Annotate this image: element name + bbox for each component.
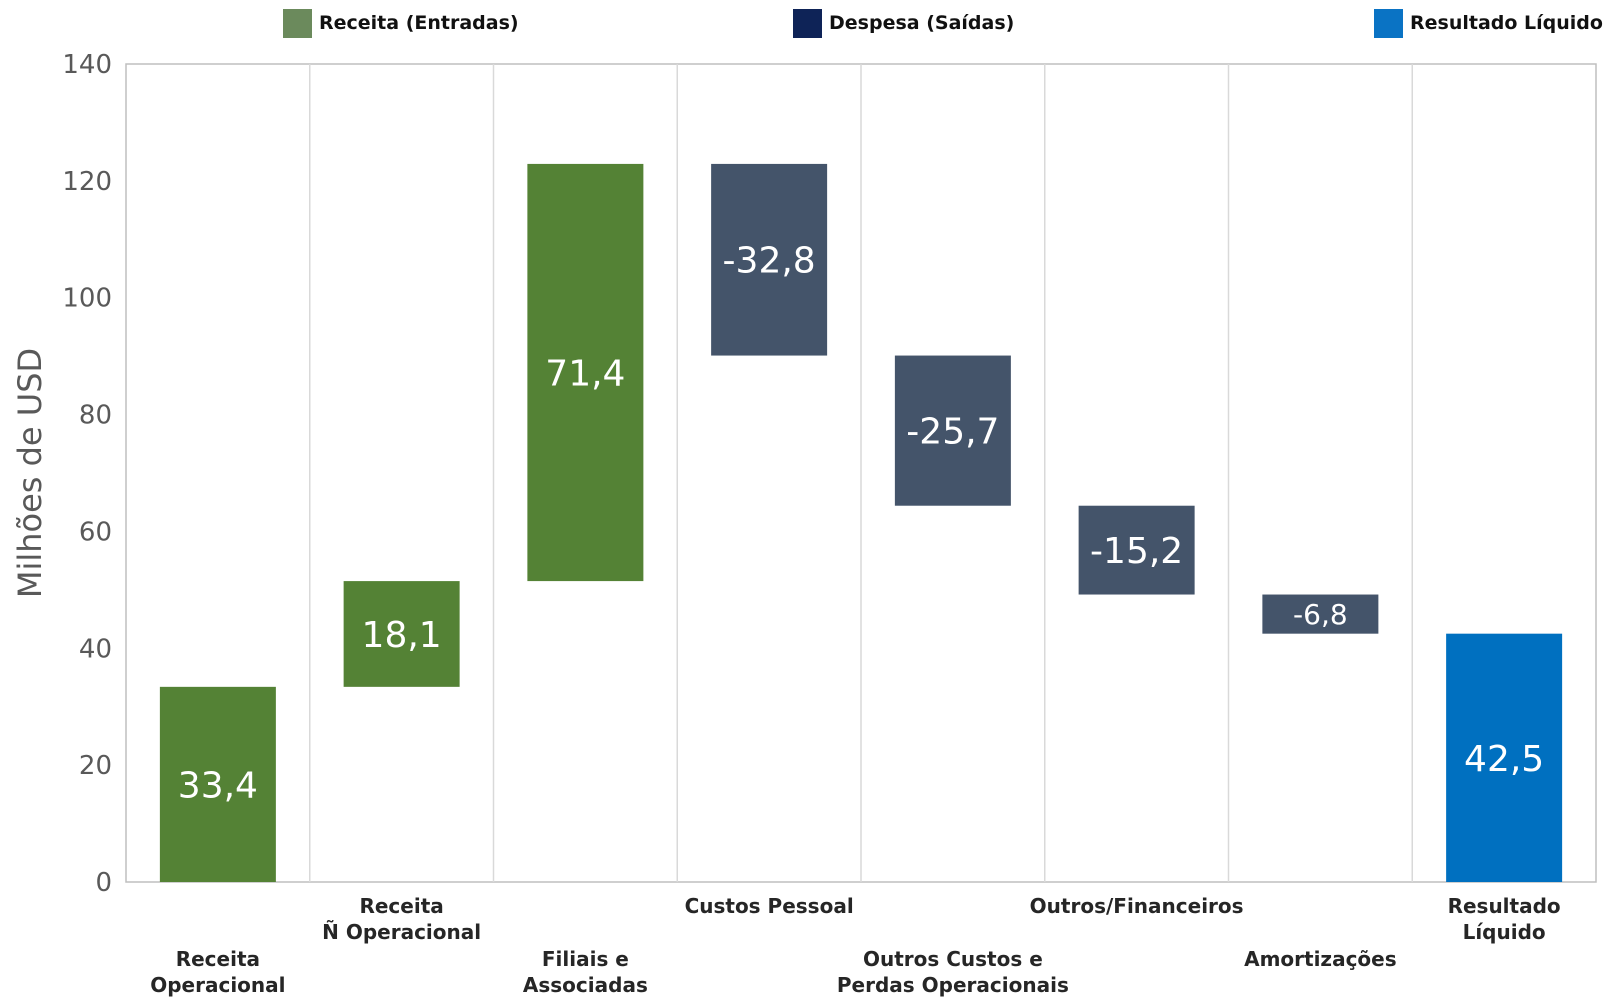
data-label: -15,2 bbox=[1090, 531, 1183, 572]
bar bbox=[343, 581, 460, 687]
x-tick-label: Amortizações bbox=[1244, 947, 1397, 971]
legend-item-despesa: Despesa (Saídas) bbox=[793, 8, 1014, 38]
y-tick-label: 100 bbox=[62, 284, 112, 314]
bar bbox=[1262, 594, 1379, 634]
legend-swatch-resultado bbox=[1374, 8, 1403, 38]
x-tick-label: Filiais e bbox=[542, 947, 629, 971]
data-label: -6,8 bbox=[1293, 598, 1348, 631]
data-label: 33,4 bbox=[178, 765, 258, 806]
data-label: -32,8 bbox=[723, 241, 816, 282]
data-label: 71,4 bbox=[545, 353, 625, 394]
data-label: 18,1 bbox=[362, 615, 442, 656]
x-tick-label: Ñ Operacional bbox=[322, 920, 481, 944]
bar bbox=[894, 355, 1011, 506]
x-tick-label: Perdas Operacionais bbox=[837, 973, 1069, 997]
legend-label-receita: Receita (Entradas) bbox=[319, 12, 519, 34]
x-tick-label: Outros/Financeiros bbox=[1030, 894, 1244, 918]
x-tick-label: Líquido bbox=[1463, 920, 1546, 944]
bar bbox=[159, 686, 276, 882]
data-label: 42,5 bbox=[1464, 739, 1544, 780]
x-tick-label: Operacional bbox=[150, 973, 285, 997]
y-tick-label: 120 bbox=[62, 167, 112, 197]
y-tick-label: 0 bbox=[95, 868, 112, 898]
x-tick-label: Associadas bbox=[523, 973, 648, 997]
bar bbox=[1446, 633, 1563, 882]
x-tick-label: Outros Custos e bbox=[863, 947, 1043, 971]
x-tick-label: Resultado bbox=[1448, 894, 1561, 918]
x-tick-label: Receita bbox=[359, 894, 443, 918]
y-tick-label: 60 bbox=[79, 517, 112, 547]
bar bbox=[527, 163, 644, 582]
legend-label-despesa: Despesa (Saídas) bbox=[829, 12, 1015, 34]
legend-label-resultado: Resultado Líquido bbox=[1410, 12, 1603, 34]
bar bbox=[1078, 505, 1195, 595]
legend-swatch-despesa bbox=[793, 8, 822, 38]
legend-item-resultado: Resultado Líquido bbox=[1374, 8, 1603, 38]
x-tick-label: Custos Pessoal bbox=[685, 894, 854, 918]
bar bbox=[711, 163, 828, 356]
y-axis-label: Milhões de USD bbox=[11, 348, 49, 598]
y-tick-label: 80 bbox=[79, 401, 112, 431]
legend-item-receita: Receita (Entradas) bbox=[283, 8, 519, 38]
data-label: -25,7 bbox=[906, 412, 999, 453]
y-tick-label: 20 bbox=[79, 751, 112, 781]
y-tick-label: 140 bbox=[62, 50, 112, 80]
legend-swatch-receita bbox=[283, 8, 312, 38]
x-tick-label: Receita bbox=[176, 947, 260, 971]
y-tick-label: 40 bbox=[79, 634, 112, 664]
